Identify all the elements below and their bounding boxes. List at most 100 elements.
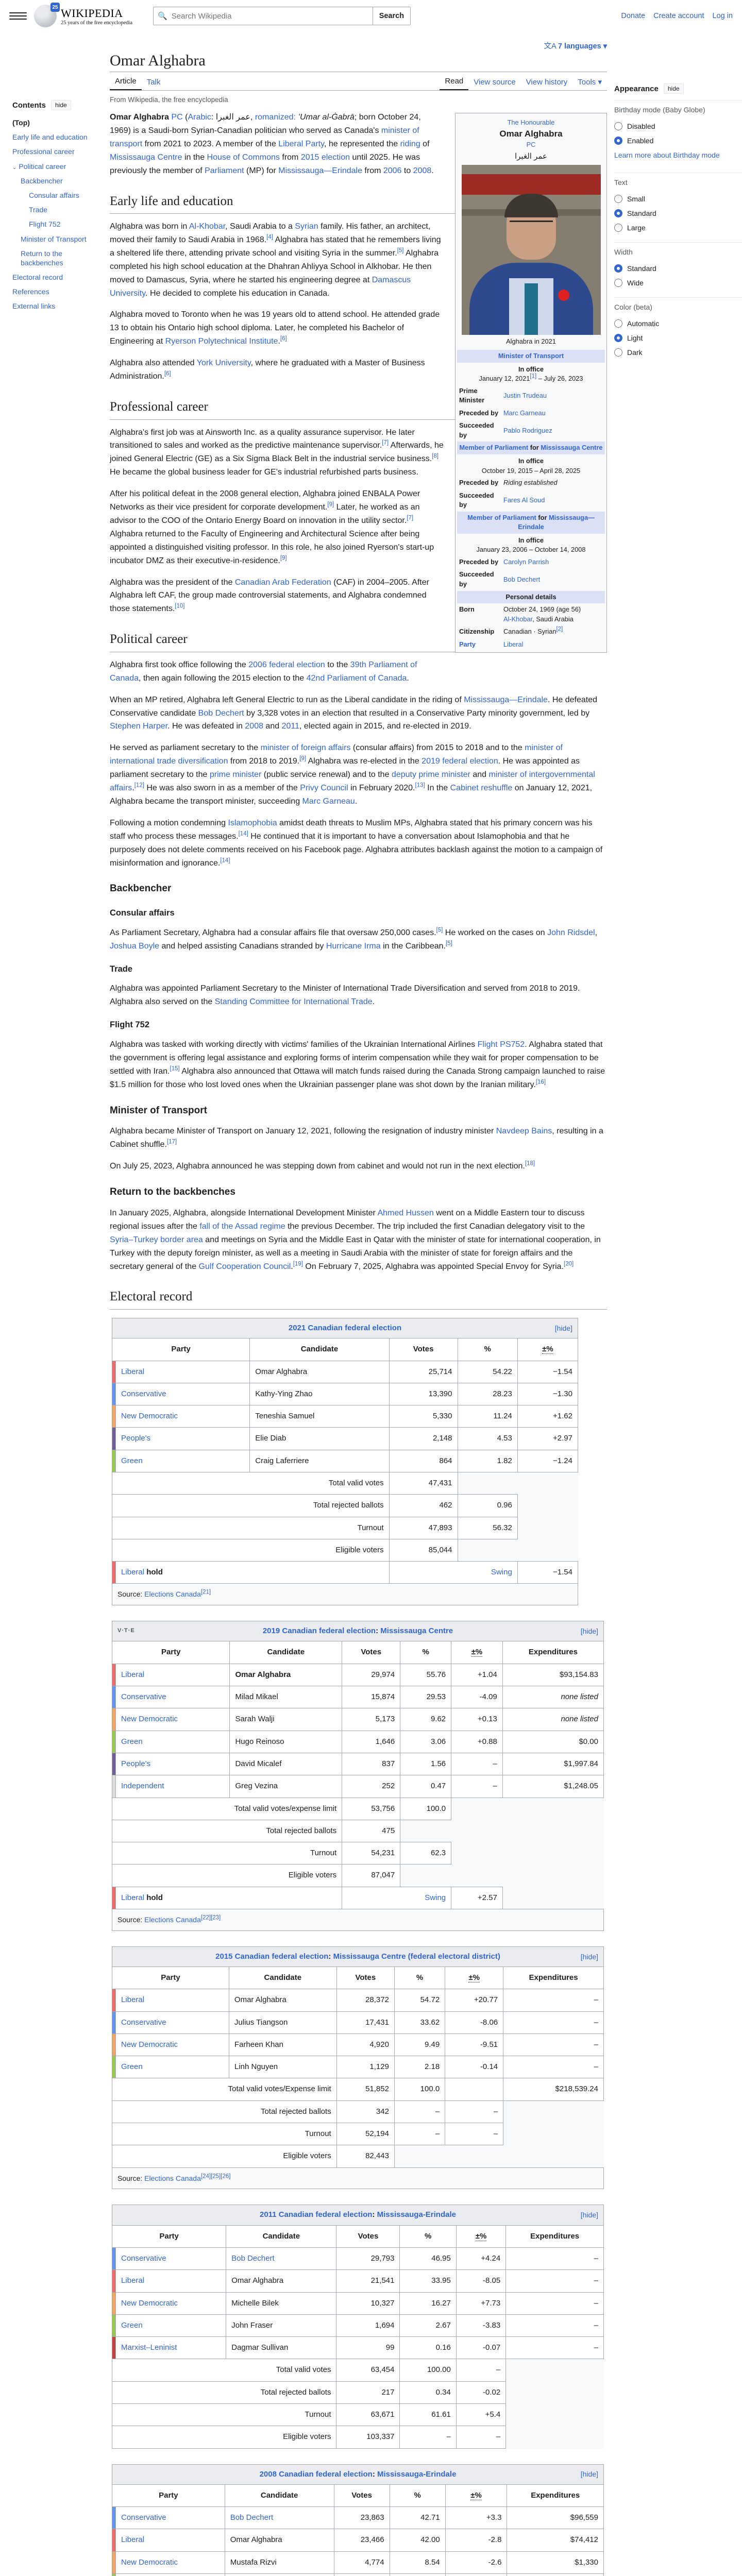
link[interactable]: Bob Dechert	[503, 575, 541, 583]
link[interactable]: Liberal	[121, 1995, 145, 2005]
link[interactable]: Syrian	[295, 222, 318, 231]
radio-icon[interactable]	[614, 209, 622, 217]
view-read[interactable]: Read	[440, 72, 469, 90]
languages-button[interactable]: 文A 7 languages ▾	[544, 42, 607, 50]
wikipedia-logo[interactable]: 25 WIKIPEDIA 25 years of the free encycl…	[34, 3, 132, 27]
toc-item[interactable]: Electoral record	[12, 273, 63, 282]
link[interactable]: Mississauga Centre (federal electoral di…	[333, 1952, 500, 1961]
radio-icon[interactable]	[614, 279, 622, 287]
vte-links[interactable]: V·T·E	[117, 1628, 135, 1634]
link[interactable]: deputy prime minister	[391, 770, 470, 779]
link[interactable]: Navdeep Bains	[496, 1127, 552, 1136]
radio-option-disabled[interactable]: Disabled	[614, 119, 742, 133]
link[interactable]: Al-Khobar	[189, 222, 226, 231]
table-hide-button[interactable]: [hide]	[580, 2211, 598, 2219]
link[interactable]: 2019 federal election	[421, 757, 498, 766]
link[interactable]: Marxist–Leninist	[121, 2343, 177, 2352]
link[interactable]: Mississauga—Erindale	[518, 513, 595, 531]
link[interactable]: Liberal	[121, 2276, 145, 2285]
link[interactable]: House of Commons	[207, 152, 280, 162]
link[interactable]: Conservative	[121, 1692, 166, 1702]
link[interactable]: Ryerson Polytechnical Institute	[165, 337, 278, 346]
link[interactable]: Member of Parliament	[459, 444, 529, 452]
view-view-source[interactable]: View source	[474, 78, 516, 87]
reference-link[interactable]: [6]	[164, 370, 171, 377]
reference-link[interactable]: [5]	[445, 940, 452, 947]
table-hide-button[interactable]: [hide]	[580, 2470, 598, 2479]
link[interactable]: minister of intergovernmental affairs	[110, 770, 595, 793]
link[interactable]: minister of foreign affairs	[260, 743, 351, 753]
user-link-create-account[interactable]: Create account	[653, 12, 704, 20]
link[interactable]: 2008	[413, 166, 432, 175]
link[interactable]: New Democratic	[121, 1715, 178, 1724]
link[interactable]: 2011	[281, 722, 299, 731]
toc-item[interactable]: References	[12, 287, 49, 296]
link[interactable]: Pablo Rodriguez	[503, 426, 552, 434]
reference-link[interactable]: [6]	[280, 335, 287, 342]
reference-link[interactable]: [17]	[166, 1139, 177, 1145]
toc-hide-button[interactable]: hide	[51, 100, 71, 110]
toc-item[interactable]: Early life and education	[12, 133, 88, 142]
reference-link[interactable]: [12]	[134, 782, 144, 789]
link[interactable]: Bob Dechert	[231, 2253, 275, 2263]
link[interactable]: Mississauga-Erindale	[377, 2469, 457, 2479]
link[interactable]: minister of international trade diversif…	[110, 743, 563, 766]
link[interactable]: New Democratic	[121, 2557, 178, 2567]
link[interactable]: Member of Parliament	[467, 513, 536, 521]
link[interactable]: Privy Council	[300, 784, 348, 793]
link[interactable]: Elections Canada	[144, 2174, 201, 2182]
link[interactable]: Marc Garneau	[503, 409, 546, 417]
link[interactable]: Liberal	[121, 1568, 145, 1577]
link[interactable]: Mississauga Centre	[380, 1626, 453, 1636]
link[interactable]: Independent	[121, 1782, 164, 1791]
link[interactable]: Islamophobia	[228, 818, 277, 827]
user-link-donate[interactable]: Donate	[621, 12, 646, 20]
link[interactable]: Ahmed Hussen	[377, 1208, 434, 1217]
toc-item[interactable]: ⌄ Political career	[12, 162, 66, 171]
chevron-down-icon[interactable]: ⌄	[12, 164, 17, 171]
link[interactable]: Green	[121, 1456, 143, 1465]
link[interactable]: romanized:	[255, 113, 296, 122]
reference-link[interactable]: [7]	[382, 440, 389, 447]
reference-link[interactable]: [10]	[175, 603, 185, 610]
radio-icon[interactable]	[614, 224, 622, 232]
radio-option-small[interactable]: Small	[614, 192, 742, 206]
reference-link[interactable]: [1]	[530, 373, 537, 380]
toc-item[interactable]: Minister of Transport	[21, 234, 87, 243]
link[interactable]: 2015 election	[300, 152, 350, 162]
link[interactable]: Mississauga Centre	[541, 444, 603, 452]
table-hide-button[interactable]: [hide]	[554, 1324, 572, 1332]
reference-link[interactable]: [4]	[266, 234, 273, 241]
reference-link[interactable]: [15]	[170, 1065, 180, 1072]
link[interactable]: Fares Al Soud	[503, 496, 545, 504]
reference-link[interactable]: [13]	[415, 782, 425, 789]
link[interactable]: Syria–Turkey border area	[110, 1235, 203, 1244]
link[interactable]: Elections Canada	[144, 1916, 201, 1924]
link[interactable]: Standing Committee for International Tra…	[214, 997, 373, 1007]
link[interactable]: Joshua Boyle	[110, 941, 160, 951]
link[interactable]: 2021 Canadian federal election	[288, 1323, 402, 1332]
search-input[interactable]	[171, 7, 373, 25]
link[interactable]: Liberal	[121, 1893, 145, 1902]
link[interactable]: Justin Trudeau	[503, 391, 547, 399]
link[interactable]: Mississauga Centre	[110, 152, 182, 162]
link[interactable]: Liberal	[121, 1367, 145, 1376]
reference-link[interactable]: [9]	[280, 555, 287, 562]
link[interactable]: Green	[121, 1737, 143, 1746]
link[interactable]: People's	[121, 1434, 151, 1443]
reference-link[interactable]: [2]	[556, 626, 563, 633]
link[interactable]: PC	[171, 113, 183, 122]
link[interactable]: Conservative	[121, 2513, 166, 2522]
reference-link[interactable]: [18]	[525, 1160, 535, 1167]
link[interactable]: Conservative	[121, 2253, 166, 2263]
radio-option-wide[interactable]: Wide	[614, 276, 742, 290]
link[interactable]: Parliament	[205, 166, 244, 175]
tab-talk[interactable]: Talk	[146, 78, 161, 87]
link[interactable]: 39th Parliament of Canada	[110, 660, 417, 683]
portrait-photo[interactable]	[461, 165, 601, 335]
link[interactable]: Marc Garneau	[302, 796, 355, 806]
reference-link[interactable]: [14]	[220, 857, 230, 864]
link[interactable]: Mississauga—Erindale	[464, 695, 548, 704]
table-hide-button[interactable]: [hide]	[580, 1952, 598, 1961]
radio-icon[interactable]	[614, 137, 622, 145]
